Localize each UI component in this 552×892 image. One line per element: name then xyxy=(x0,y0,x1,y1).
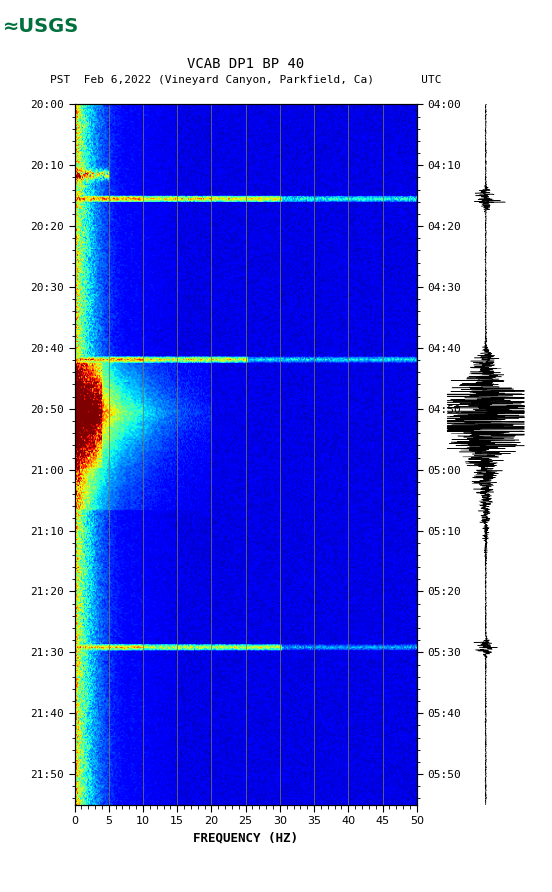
Text: PST  Feb 6,2022 (Vineyard Canyon, Parkfield, Ca)       UTC: PST Feb 6,2022 (Vineyard Canyon, Parkfie… xyxy=(50,75,442,85)
X-axis label: FREQUENCY (HZ): FREQUENCY (HZ) xyxy=(193,832,298,845)
Text: ≈USGS: ≈USGS xyxy=(3,17,79,37)
Text: VCAB DP1 BP 40: VCAB DP1 BP 40 xyxy=(187,57,304,71)
